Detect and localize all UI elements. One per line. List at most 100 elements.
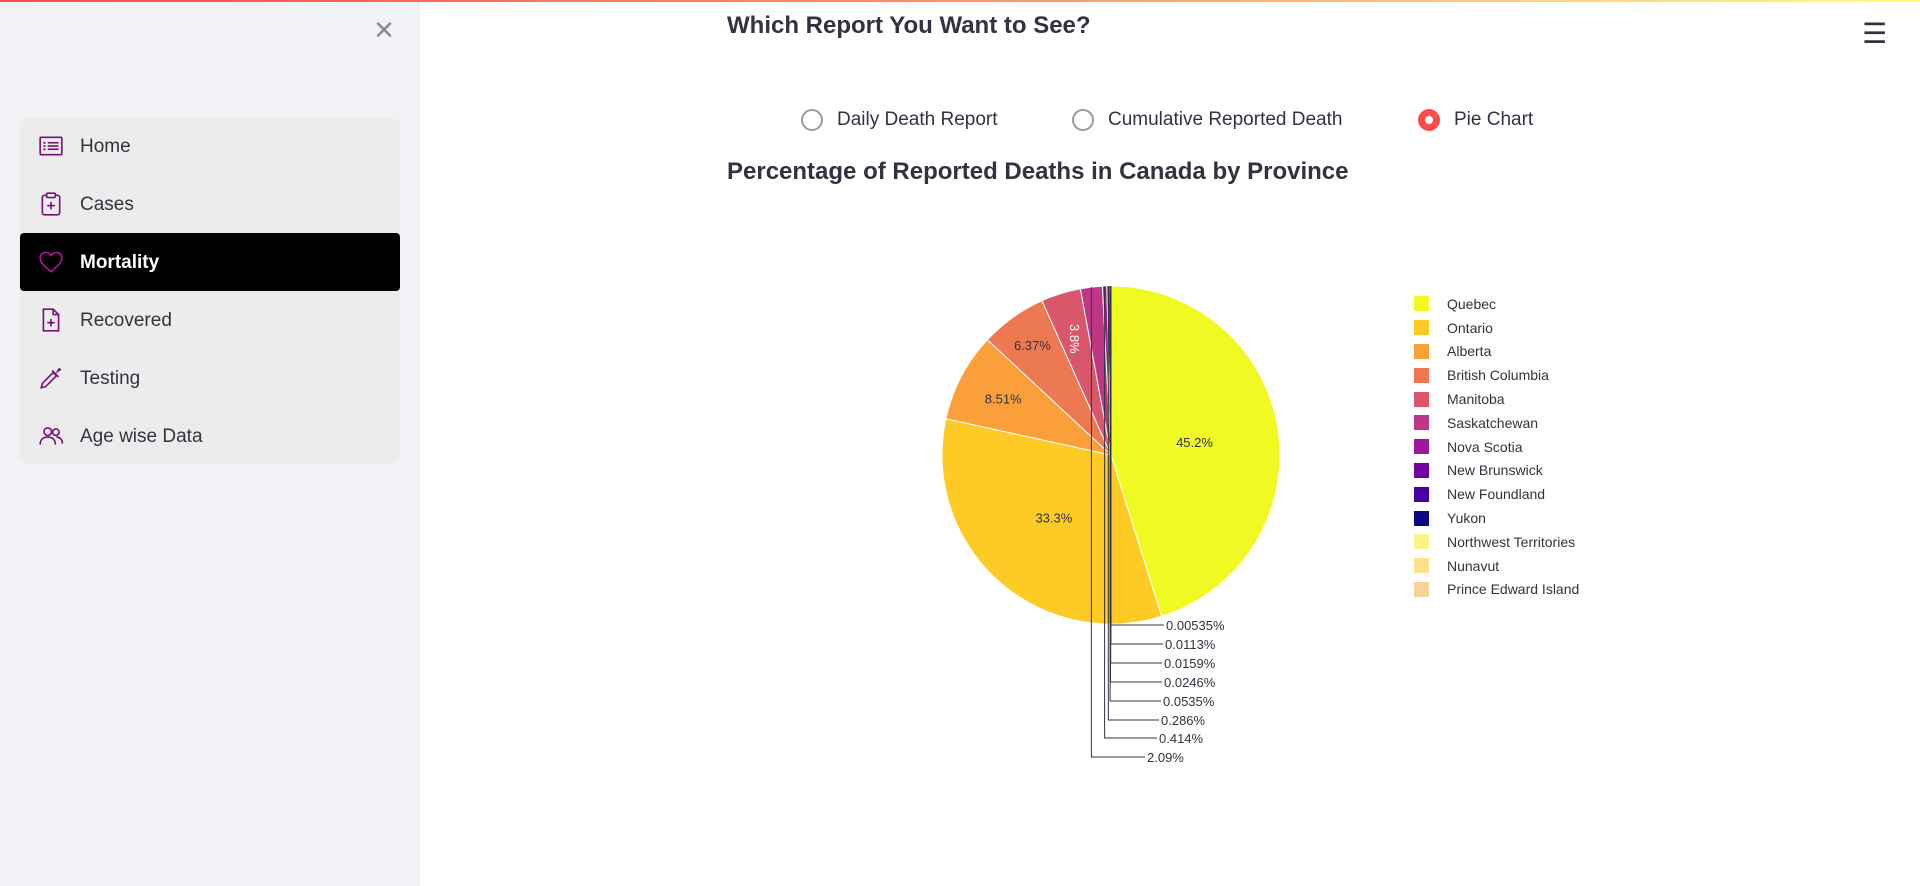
page-title: Which Report You Want to See? [727,12,1091,39]
pie-slice-manitoba[interactable] [1041,288,1112,456]
radio-pie-chart[interactable]: Pie Chart [1418,106,1533,134]
slice-label: 0.00535% [1166,618,1225,633]
list-icon [39,136,63,156]
pie-slice-quebec[interactable] [1110,285,1281,617]
sidebar-item-label: Recovered [80,310,172,331]
legend-item[interactable]: Alberta [1414,340,1634,364]
sidebar-item-label: Mortality [80,252,160,273]
slice-label: 0.0535% [1163,694,1215,709]
pie-slice-saskatchewan[interactable] [1079,285,1112,456]
pie-slice-new-brunswick[interactable] [1106,285,1112,456]
pie-slice-ontario[interactable] [941,418,1163,625]
legend-swatch [1414,296,1429,312]
sidebar-item-mortality[interactable]: Mortality [20,233,400,291]
callout-line [1107,286,1159,721]
legend-item[interactable]: Quebec [1414,292,1634,316]
sidebar-item-label: Cases [80,194,134,215]
legend-item[interactable]: New Brunswick [1414,459,1634,483]
legend-swatch [1414,439,1429,455]
callout-line [1110,286,1162,664]
legend-item[interactable]: New Foundland [1414,482,1634,506]
legend-swatch [1414,343,1429,359]
pie-slice-british-columbia[interactable] [986,300,1112,456]
chart-legend: Quebec Ontario Alberta British Columbia Mani… [1414,292,1634,601]
legend-item[interactable]: Yukon [1414,506,1634,530]
legend-label: Northwest Territories [1447,533,1576,550]
slice-label: 6.37% [1014,338,1051,353]
radio-button[interactable] [1072,109,1094,131]
legend-item[interactable]: Ontario [1414,316,1634,340]
people-icon [39,427,64,445]
slice-label: 33.3% [1035,510,1072,525]
pie-slice-nova-scotia[interactable] [1101,285,1112,456]
legend-swatch [1414,510,1429,526]
legend-swatch [1414,391,1429,407]
eyedropper-icon [40,367,62,389]
legend-item[interactable]: Saskatchewan [1414,411,1634,435]
legend-item[interactable]: Northwest Territories [1414,530,1634,554]
clipboard-plus-icon [41,192,61,216]
sidebar-item-cases[interactable]: Cases [20,176,400,232]
radio-button-selected[interactable] [1418,109,1440,131]
sidebar-item-label: Home [80,136,131,157]
slice-label: 3.8% [1067,324,1082,354]
sidebar-item-home[interactable]: Home [20,118,400,174]
chart-title: Percentage of Reported Deaths in Canada … [727,158,1349,185]
slice-label: 0.0113% [1165,637,1216,652]
callout-line [1110,286,1163,645]
legend-item[interactable]: Nova Scotia [1414,435,1634,459]
legend-swatch [1414,415,1429,431]
legend-swatch [1414,558,1429,574]
radio-label: Pie Chart [1454,109,1534,130]
top-accent-bar [0,0,1920,2]
pie-slice-alberta[interactable] [945,339,1113,456]
sidebar-item-age-wise-data[interactable]: Age wise Data [20,408,400,464]
legend-item[interactable]: Nunavut [1414,554,1634,578]
legend-item[interactable]: Prince Edward Island [1414,578,1634,602]
sidebar-item-label: Testing [80,368,141,389]
legend-label: Saskatchewan [1447,414,1539,431]
callout-line [1104,286,1157,739]
sidebar-item-testing[interactable]: Testing [20,350,400,406]
radio-button[interactable] [801,109,823,131]
pie-slice-new-foundland[interactable] [1109,285,1112,456]
radio-label: Daily Death Report [837,109,998,130]
legend-label: Nunavut [1447,557,1500,574]
slice-label: 0.0159% [1164,656,1216,671]
radio-daily-death-report[interactable]: Daily Death Report [801,106,998,134]
legend-label: New Foundland [1447,486,1546,503]
sidebar-item-recovered[interactable]: Recovered [20,292,400,348]
legend-label: Manitoba [1447,391,1505,408]
legend-label: Quebec [1447,295,1497,312]
legend-label: New Brunswick [1447,462,1543,479]
pie-slice-yukon[interactable] [1110,285,1112,456]
legend-label: British Columbia [1447,367,1549,384]
slice-label: 0.0246% [1164,675,1216,690]
legend-swatch [1414,367,1429,383]
legend-swatch [1414,581,1429,597]
heart-icon [39,251,63,273]
legend-item[interactable]: British Columbia [1414,363,1634,387]
callout-line [1110,286,1162,683]
sidebar: ✕ Home Cases [0,0,420,886]
radio-cumulative-reported-death[interactable]: Cumulative Reported Death [1072,106,1342,134]
legend-swatch [1414,462,1429,478]
legend-label: Ontario [1447,319,1493,336]
legend-swatch [1414,320,1429,336]
slice-label: 0.286% [1161,713,1206,728]
close-icon[interactable]: ✕ [373,15,395,45]
slice-label: 0.414% [1159,731,1204,746]
callout-line [1110,286,1164,626]
legend-item[interactable]: Manitoba [1414,387,1634,411]
callout-line [1109,286,1161,702]
nav-menu: Home Cases Mortality Recovere [20,118,400,464]
callout-line [1090,287,1145,758]
legend-swatch [1414,534,1429,550]
legend-swatch [1414,486,1429,502]
legend-label: Alberta [1447,343,1492,360]
radio-label: Cumulative Reported Death [1108,109,1343,130]
hamburger-menu-icon[interactable]: ☰ [1862,18,1888,49]
slice-label: 2.09% [1147,750,1184,765]
file-plus-icon [42,308,60,332]
legend-label: Nova Scotia [1447,438,1523,455]
